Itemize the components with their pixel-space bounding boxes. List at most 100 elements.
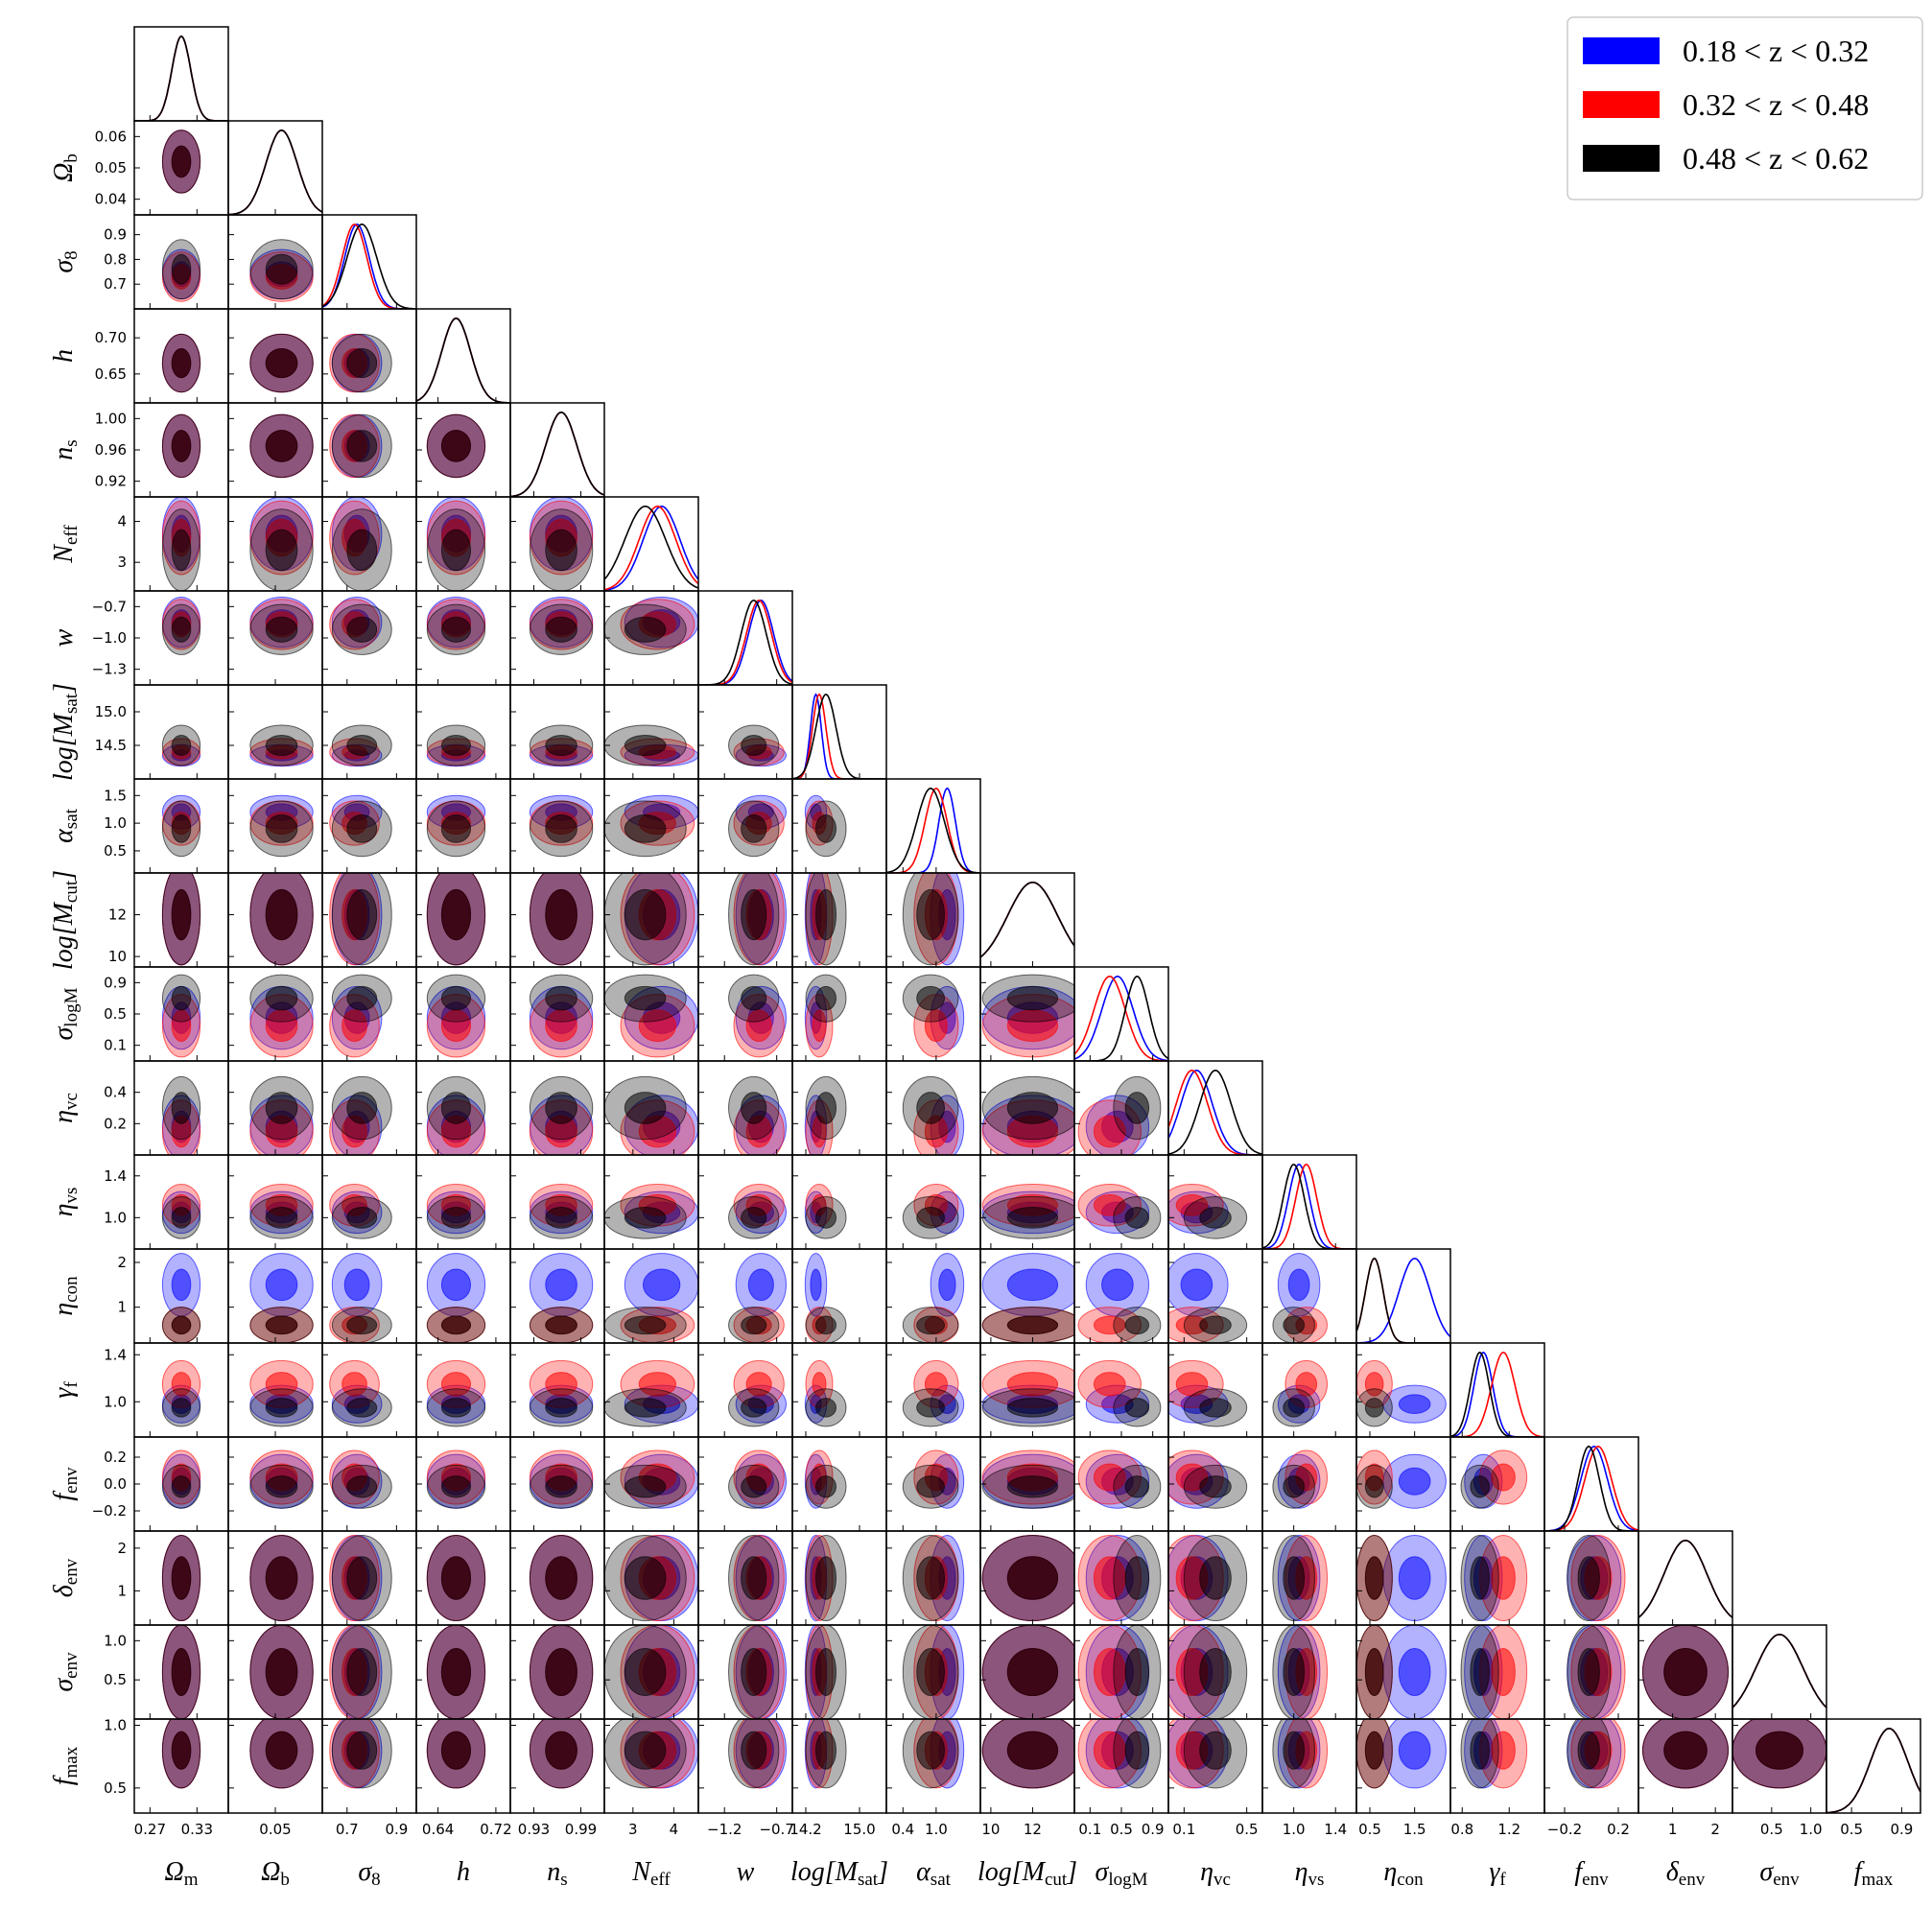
x-tick-label: 0.33 <box>181 1821 213 1838</box>
y-tick-label: 0.04 <box>95 191 127 208</box>
y-tick-label: 14.5 <box>95 737 127 754</box>
x-axis-label: σ8 <box>358 1857 380 1890</box>
contour <box>545 1372 577 1397</box>
contour <box>1663 1648 1708 1696</box>
contour <box>440 616 472 643</box>
panel <box>529 1253 594 1343</box>
panel <box>529 1449 594 1509</box>
contour <box>1199 1556 1232 1600</box>
contour <box>1398 1394 1431 1414</box>
panel <box>728 1625 787 1719</box>
contour <box>815 1092 836 1124</box>
contour <box>1101 1268 1134 1302</box>
label-part: η <box>49 1204 79 1217</box>
panel <box>1460 1534 1528 1622</box>
y-tick-label: 1.0 <box>104 1632 127 1649</box>
panel <box>249 1253 314 1343</box>
panel <box>902 1183 965 1239</box>
panel <box>1168 1449 1248 1509</box>
panel <box>604 1359 698 1427</box>
contour <box>916 1206 946 1229</box>
label-part: logM <box>61 987 82 1026</box>
x-axis-label: ηcon <box>1383 1857 1424 1890</box>
panel <box>426 794 486 858</box>
panel <box>329 1359 392 1427</box>
label-part: env <box>1773 1870 1800 1890</box>
panel <box>1638 1539 1732 1618</box>
contour <box>1470 1731 1490 1770</box>
panel <box>249 497 314 591</box>
contour <box>265 1398 298 1418</box>
label-part: γ <box>1489 1857 1500 1887</box>
contour <box>1364 1398 1384 1418</box>
y-tick-label: 1.5 <box>104 787 127 804</box>
label-part: σ <box>49 1026 79 1041</box>
panel <box>529 873 594 966</box>
contour <box>1199 1398 1232 1418</box>
panel <box>902 1534 965 1622</box>
panel <box>981 1253 1074 1343</box>
panel <box>249 873 314 966</box>
contour <box>1470 1556 1490 1600</box>
panel <box>510 411 604 497</box>
panel <box>1272 1359 1329 1427</box>
panel <box>1356 1719 1447 1789</box>
contour <box>346 1731 378 1770</box>
y-tick-label: 0.70 <box>95 329 127 346</box>
y-tick-label: 10 <box>108 948 127 965</box>
panel <box>604 505 698 591</box>
contour <box>342 1009 367 1043</box>
x-tick-label: 3 <box>628 1821 638 1838</box>
legend-label: 0.18 < z < 0.32 <box>1683 34 1869 68</box>
contour <box>545 529 577 572</box>
label-part: cut <box>1045 1870 1068 1890</box>
contour <box>1124 1206 1150 1229</box>
label-part: f <box>61 1381 82 1388</box>
contour <box>171 1092 192 1124</box>
contour <box>440 1648 472 1696</box>
y-tick-label: 0.65 <box>95 365 127 383</box>
contour <box>1364 1475 1384 1498</box>
contour <box>741 1731 767 1770</box>
label-part: log[M <box>49 901 79 970</box>
contour <box>440 1398 472 1418</box>
panel <box>728 1075 787 1155</box>
contour <box>624 735 667 756</box>
panel <box>728 974 787 1058</box>
contour <box>346 529 378 572</box>
contour <box>1364 1731 1384 1770</box>
panel <box>1074 975 1168 1061</box>
y-tick-label: 0.5 <box>104 842 127 860</box>
y-tick-label: 12 <box>108 907 127 924</box>
density-curve <box>416 317 510 403</box>
x-axis-label: fenv <box>1574 1857 1609 1890</box>
panel <box>1272 1253 1329 1343</box>
contour <box>1124 1731 1150 1770</box>
label-part: env <box>61 1558 82 1585</box>
label-part: con <box>1397 1870 1424 1890</box>
contour <box>265 616 298 643</box>
panel <box>804 1719 847 1789</box>
label-part: Ω <box>164 1857 183 1887</box>
contour <box>346 985 378 1011</box>
contour <box>171 985 192 1011</box>
density-curve <box>1450 1351 1544 1437</box>
label-part: log[M <box>790 1857 860 1887</box>
panel <box>902 1359 965 1427</box>
label-part: sat <box>61 693 82 714</box>
panel <box>426 597 486 655</box>
density-curve <box>1826 1727 1920 1813</box>
contour <box>747 1268 774 1302</box>
panel <box>1077 1719 1162 1789</box>
contour <box>815 1398 836 1418</box>
label-part: h <box>49 349 79 363</box>
panel <box>426 873 486 966</box>
contour <box>1199 1648 1232 1696</box>
contour <box>545 1092 577 1124</box>
density-curve <box>886 788 980 873</box>
contour <box>265 253 298 285</box>
contour <box>812 1009 827 1043</box>
contour <box>1199 1475 1232 1498</box>
panel <box>1544 1445 1638 1531</box>
label-part: eff <box>61 525 82 545</box>
